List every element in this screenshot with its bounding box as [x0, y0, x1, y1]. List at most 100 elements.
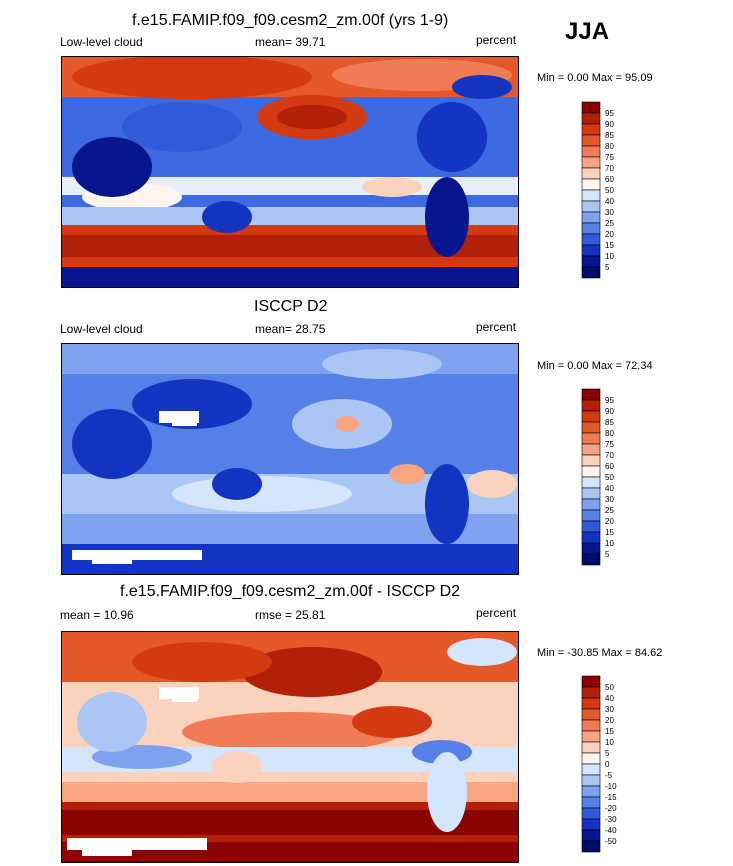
panel1-colorbar: 95 90 85 80 75 70 60 50 40 30 25 20 15 10 5 [581, 101, 641, 288]
colorbar-tick-label: 75 [605, 153, 614, 162]
panel1-unit: percent [476, 33, 517, 47]
colorbar-tick-label: -40 [605, 826, 617, 835]
panel2-variable-label: Low-level cloud [60, 322, 143, 336]
colorbar-swatch [581, 421, 601, 434]
panel1-variable-label: Low-level cloud [60, 35, 143, 49]
panel2-minmax: Min = 0.00 Max = 72.34 [537, 360, 653, 372]
colorbar-tick-label: -30 [605, 815, 617, 824]
colorbar-swatch [581, 134, 601, 147]
colorbar-tick-label: 15 [605, 727, 614, 736]
colorbar-tick-label: 75 [605, 440, 614, 449]
colorbar-tick-label: 15 [605, 528, 614, 537]
colorbar-swatch [581, 796, 601, 809]
panel2-colorbar: 95 90 85 80 75 70 60 50 40 30 25 20 15 10 5 [581, 388, 641, 575]
colorbar-tick-label: -20 [605, 804, 617, 813]
colorbar-swatch [581, 200, 601, 213]
colorbar-tick-label: 85 [605, 131, 614, 140]
panel3-rmse: rmse = 25.81 [255, 608, 326, 622]
colorbar-swatch [581, 498, 601, 511]
colorbar-tick-label: 30 [605, 495, 614, 504]
colorbar-swatch [581, 741, 601, 754]
colorbar-tick-label: 30 [605, 705, 614, 714]
colorbar-swatch [581, 399, 601, 412]
colorbar-swatch [581, 686, 601, 699]
colorbar-swatch [581, 123, 601, 136]
colorbar-swatch [581, 697, 601, 710]
colorbar-swatch [581, 167, 601, 180]
colorbar-tick-label: 25 [605, 219, 614, 228]
colorbar-tick-label: 85 [605, 418, 614, 427]
colorbar-swatch [581, 178, 601, 191]
colorbar-swatch [581, 255, 601, 268]
colorbar-tick-label: 40 [605, 484, 614, 493]
panel3-mean: mean = 10.96 [60, 608, 134, 622]
colorbar-tick-label: 50 [605, 473, 614, 482]
colorbar-tick-label: 15 [605, 241, 614, 250]
colorbar-tick-label: 50 [605, 186, 614, 195]
colorbar-swatch [581, 807, 601, 820]
panel3-title: f.e15.FAMIP.f09_f09.cesm2_zm.00f - ISCCP… [120, 583, 461, 600]
colorbar-tick-label: 95 [605, 109, 614, 118]
colorbar-tick-label: 60 [605, 462, 614, 471]
season-label: JJA [565, 18, 610, 45]
colorbar-swatch [581, 156, 601, 169]
colorbar-tick-label: 10 [605, 539, 614, 548]
colorbar-tick-label: 20 [605, 517, 614, 526]
colorbar-tick-label: 40 [605, 197, 614, 206]
colorbar-swatch [581, 487, 601, 500]
panel1-title: f.e15.FAMIP.f09_f09.cesm2_zm.00f (yrs 1-… [132, 12, 449, 29]
panel1-mean: mean= 39.71 [255, 35, 326, 49]
colorbar-swatch [581, 520, 601, 533]
colorbar-tick-label: 20 [605, 716, 614, 725]
colorbar-swatch [581, 211, 601, 224]
colorbar-swatch [581, 752, 601, 765]
colorbar-tick-label: 0 [605, 760, 610, 769]
colorbar-tick-label: 90 [605, 120, 614, 129]
colorbar-swatch [581, 531, 601, 544]
colorbar-tick-label: 5 [605, 263, 610, 272]
colorbar-swatch [581, 509, 601, 522]
colorbar-tick-label: 80 [605, 142, 614, 151]
colorbar-swatch [581, 465, 601, 478]
panel2-map [61, 343, 519, 575]
colorbar-tick-label: -5 [605, 771, 613, 780]
colorbar-swatch [581, 818, 601, 831]
colorbar-swatch [581, 266, 601, 279]
colorbar-swatch [581, 708, 601, 721]
colorbar-tick-label: 40 [605, 694, 614, 703]
panel3-map [61, 631, 519, 863]
colorbar-swatch [581, 410, 601, 423]
colorbar-tick-label: -50 [605, 837, 617, 846]
colorbar-tick-label: 95 [605, 396, 614, 405]
panel2-colorbar-svg: 95 90 85 80 75 70 60 50 40 30 25 20 15 10 5 [581, 388, 614, 566]
colorbar-swatch [581, 785, 601, 798]
panel3-minmax: Min = -30.85 Max = 84.62 [537, 647, 663, 659]
panel2-contour-field [62, 344, 518, 574]
colorbar-swatch [581, 553, 601, 566]
colorbar-swatch [581, 388, 601, 401]
colorbar-tick-label: -10 [605, 782, 617, 791]
colorbar-tick-label: 80 [605, 429, 614, 438]
colorbar-tick-label: 25 [605, 506, 614, 515]
panel2-mean: mean= 28.75 [255, 322, 326, 336]
colorbar-swatch [581, 454, 601, 467]
panel3-unit: percent [476, 606, 517, 620]
colorbar-tick-label: 60 [605, 175, 614, 184]
colorbar-tick-label: 5 [605, 550, 610, 559]
colorbar-tick-label: 10 [605, 738, 614, 747]
colorbar-swatch [581, 244, 601, 257]
colorbar-tick-label: 70 [605, 451, 614, 460]
panel1-minmax: Min = 0.00 Max = 95.09 [537, 72, 653, 84]
colorbar-tick-label: 20 [605, 230, 614, 239]
colorbar-swatch [581, 222, 601, 235]
colorbar-swatch [581, 443, 601, 456]
panel2-title: ISCCP D2 [254, 298, 328, 315]
panel3-colorbar: 50 40 30 20 15 10 5 0 -5 -10 -15 -20 -30 -40 -50 [581, 675, 641, 862]
panel2-unit: percent [476, 320, 517, 334]
colorbar-swatch [581, 774, 601, 787]
panel3-contour-field [62, 632, 518, 862]
colorbar-swatch [581, 542, 601, 555]
colorbar-tick-label: 30 [605, 208, 614, 217]
colorbar-tick-label: 5 [605, 749, 610, 758]
